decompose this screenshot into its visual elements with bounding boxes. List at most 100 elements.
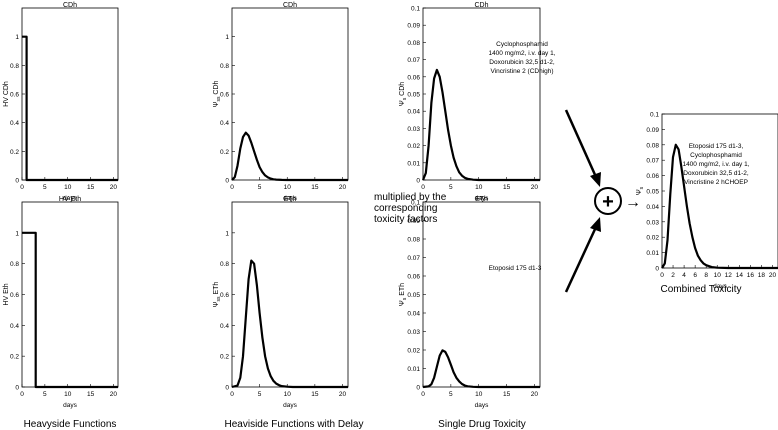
x-tick-label: 0 — [230, 391, 234, 398]
y-tick-label: 0.8 — [220, 261, 229, 268]
caption-combined-toxicity: Combined Toxicity — [661, 284, 742, 295]
y-tick-label: 0.07 — [646, 158, 659, 165]
chart-panel-2: CDh 0 5 10 15 20 0 0.2 0.4 0.6 0.8 1 days Ψss CDh — [213, 2, 349, 202]
y-tick-label: 0.8 — [220, 63, 229, 70]
chart-title: CDh — [474, 2, 488, 9]
chart-title: HV Eth — [59, 196, 81, 203]
x-tick-label: 10 — [64, 184, 72, 191]
annotation-line: Cyclophosphamid — [496, 41, 548, 48]
x-axis-label: days — [63, 195, 77, 202]
chart-panel-6: ETh 0 5 10 15 20 0 0.01 0.02 0.03 0.04 0.05 0.06 0.07… — [399, 196, 542, 409]
annotation-line: Doxorubicin 32,5 d1-2, — [489, 59, 555, 66]
x-tick-label: 15 — [87, 391, 95, 398]
y-axis-label: Ψs ETh — [399, 283, 408, 306]
x-tick-label: 10 — [64, 391, 72, 398]
y-tick-label: 0 — [225, 385, 229, 392]
y-tick-label: 0.4 — [220, 120, 229, 127]
y-tick-label: 0.04 — [407, 109, 420, 116]
y-axis-label: Ψs CDh — [399, 82, 408, 106]
y-axis-label: HV CDh — [3, 81, 10, 107]
x-axis-label: days — [475, 195, 489, 202]
y-tick-label: 0.01 — [407, 160, 420, 167]
y-tick-label: 0.05 — [407, 92, 420, 99]
y-tick-label: 0.8 — [10, 261, 19, 268]
annotation-line: 1400 mg/m2, i.v. day 1, — [488, 50, 555, 57]
x-tick-label: 5 — [43, 391, 47, 398]
y-tick-label: 0.02 — [646, 235, 659, 242]
x-tick-label: 15 — [503, 184, 511, 191]
x-tick-label: 20 — [769, 272, 777, 279]
x-tick-label: 20 — [339, 391, 347, 398]
arrow-bottom-to-plus — [564, 226, 598, 293]
plot-frame — [422, 201, 541, 388]
x-tick-label: 0 — [660, 272, 664, 279]
x-tick-label: 5 — [258, 184, 262, 191]
y-tick-label: 0.04 — [407, 311, 420, 318]
y-axis-label: HV Eth — [3, 283, 10, 305]
multiplied-text-line-2: corresponding — [374, 203, 437, 214]
plot-frame — [661, 113, 778, 269]
y-tick-label: 0.02 — [407, 348, 420, 355]
y-tick-label: 0.8 — [10, 63, 19, 70]
y-axis-label: Ψs — [636, 186, 645, 195]
x-axis-label: days — [713, 283, 727, 290]
annotation-line: Etoposid 175 d1-3 — [489, 265, 542, 272]
chart-panel-3: CDh 0 5 10 15 20 0 0.01 0.02 0.03 0.04 0.05 0.06 0.07… — [399, 2, 556, 202]
y-tick-label: 0 — [225, 178, 229, 185]
arrow-top-head — [590, 172, 601, 187]
x-tick-label: 5 — [449, 184, 453, 191]
arrow-to-combined: → — [625, 194, 641, 211]
y-tick-label: 1 — [225, 34, 229, 41]
y-tick-label: 0.01 — [407, 366, 420, 373]
x-tick-label: 6 — [693, 272, 697, 279]
annotation-line: Etoposid 175 d1-3, — [689, 143, 744, 150]
x-axis-label: days — [283, 195, 297, 202]
x-tick-label: 5 — [43, 184, 47, 191]
x-tick-label: 2 — [671, 272, 675, 279]
y-tick-label: 0.01 — [646, 250, 659, 257]
chart-panel-5: ETh 0 5 10 15 20 0 0.2 0.4 0.6 0.8 1 days Ψss ETh — [213, 196, 349, 409]
multiplied-text-line-3: toxicity factors — [374, 214, 437, 225]
plot-frame — [422, 7, 541, 181]
x-tick-label: 20 — [339, 184, 347, 191]
y-tick-label: 0.03 — [646, 219, 659, 226]
y-tick-label: 0.08 — [407, 40, 420, 47]
y-tick-label: 0.4 — [220, 323, 229, 330]
x-tick-label: 0 — [20, 184, 24, 191]
x-tick-label: 20 — [531, 184, 539, 191]
x-tick-label: 8 — [704, 272, 708, 279]
y-tick-label: 0.06 — [646, 173, 659, 180]
x-tick-label: 10 — [475, 391, 483, 398]
series-line — [422, 349, 540, 389]
y-tick-label: 0 — [15, 385, 19, 392]
x-tick-label: 10 — [284, 391, 292, 398]
annotation-line: Vincristine 2 (CDhigh) — [490, 68, 553, 75]
y-tick-label: 0 — [416, 385, 420, 392]
x-axis-label: days — [283, 402, 297, 409]
y-tick-label: 0.03 — [407, 329, 420, 336]
x-tick-label: 5 — [258, 391, 262, 398]
chart-title: CDh — [63, 2, 77, 9]
x-tick-label: 20 — [531, 391, 539, 398]
y-tick-label: 0.1 — [650, 112, 659, 119]
y-tick-label: 0.6 — [10, 92, 19, 99]
x-tick-label: 0 — [20, 391, 24, 398]
y-tick-label: 0.05 — [646, 189, 659, 196]
x-tick-label: 15 — [311, 391, 319, 398]
y-tick-label: 0.2 — [220, 354, 229, 361]
x-tick-label: 5 — [449, 391, 453, 398]
chart-panel-1: CDh 0 5 10 15 20 0 0.2 0.4 0.6 0.8 1 days HV CDh — [3, 2, 119, 202]
y-axis-label: Ψss CDh — [213, 80, 222, 107]
x-tick-label: 20 — [110, 391, 118, 398]
series-line — [231, 131, 348, 182]
series-line — [661, 143, 778, 270]
y-tick-label: 0.08 — [646, 142, 659, 149]
series-line — [231, 259, 348, 389]
multiplied-text-line-1: multiplied by the — [374, 192, 447, 203]
chart-title: ETh — [475, 196, 488, 203]
x-tick-label: 15 — [311, 184, 319, 191]
y-tick-label: 0.05 — [407, 292, 420, 299]
y-tick-label: 0.07 — [407, 57, 420, 64]
